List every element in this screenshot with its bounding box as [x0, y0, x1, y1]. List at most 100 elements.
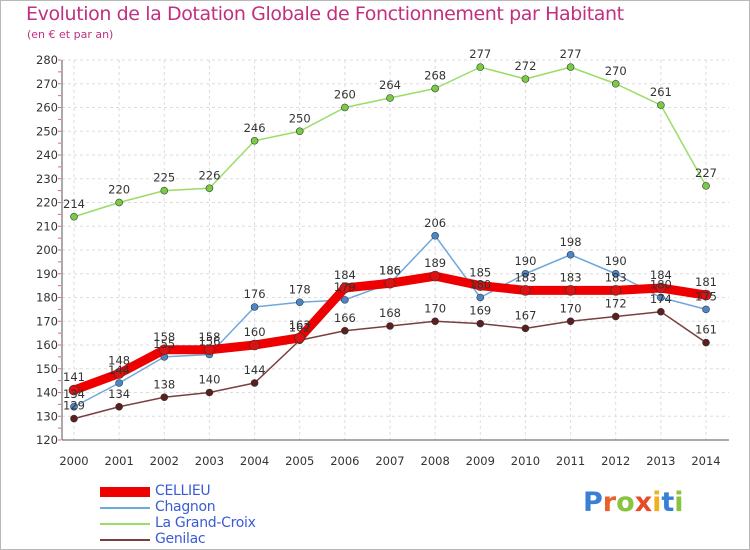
data-label-cellieu: 160	[244, 325, 266, 339]
y-tick-label: 200	[36, 243, 58, 257]
data-label-chagnon: 176	[244, 287, 266, 301]
data-label-genilac: 138	[153, 377, 175, 391]
x-tick-label: 2001	[105, 454, 134, 468]
data-label-chagnon: 179	[334, 280, 356, 294]
plot-area	[62, 60, 729, 440]
data-point-cellieu	[204, 344, 215, 356]
data-point-genilac	[341, 326, 349, 335]
data-point-cellieu	[113, 368, 125, 379]
data-point-cellieu	[429, 270, 441, 282]
logo-letter: i	[652, 487, 662, 518]
data-label-genilac: 170	[424, 301, 446, 315]
data-point-genilac	[115, 402, 123, 411]
data-point-chagnon	[521, 269, 530, 278]
data-label-chagnon: 190	[514, 254, 536, 268]
data-point-cellieu	[158, 344, 170, 356]
x-tick-label: 2003	[195, 454, 224, 468]
y-tick-label: 230	[36, 172, 58, 186]
data-label-la-grand-croix: 261	[650, 85, 672, 99]
data-label-genilac: 168	[379, 306, 401, 320]
data-point-la-grand-croix	[657, 101, 665, 109]
data-point-la-grand-croix	[431, 84, 439, 93]
y-tick-label: 130	[36, 409, 58, 423]
data-point-la-grand-croix	[702, 182, 710, 190]
data-label-la-grand-croix: 268	[424, 69, 446, 83]
x-tick-label: 2004	[240, 454, 269, 468]
logo-letter: o	[616, 487, 635, 518]
y-tick-label: 160	[36, 338, 58, 352]
legend-swatch	[100, 507, 150, 509]
data-point-cellieu	[610, 285, 622, 296]
legend-swatch	[100, 523, 150, 525]
y-tick-label: 280	[36, 53, 58, 67]
x-tick-label: 2007	[375, 454, 404, 468]
legend-label: La Grand-Croix	[155, 515, 256, 531]
data-point-cellieu	[68, 384, 80, 396]
data-label-la-grand-croix: 220	[108, 183, 130, 197]
chart-subtitle: (en € et par an)	[27, 28, 114, 41]
legend-label: Genilac	[155, 531, 206, 547]
data-label-cellieu: 186	[379, 263, 401, 277]
legend-label: CELLIEU	[155, 483, 211, 499]
data-point-genilac	[476, 319, 485, 328]
x-tick-label: 2011	[556, 454, 585, 468]
logo-letter: x	[634, 487, 653, 518]
x-tick-label: 2010	[511, 454, 540, 468]
data-point-cellieu	[565, 285, 576, 296]
data-point-chagnon	[611, 269, 620, 278]
data-label-la-grand-croix: 214	[63, 197, 85, 211]
proxiti-logo: Proxiti	[583, 487, 684, 518]
data-point-la-grand-croix	[566, 63, 575, 71]
data-label-cellieu: 184	[334, 268, 356, 282]
data-point-genilac	[386, 322, 394, 330]
x-tick-label: 2012	[601, 454, 630, 468]
data-point-chagnon	[431, 231, 439, 240]
data-point-cellieu	[655, 282, 667, 294]
y-tick-label: 220	[36, 196, 58, 210]
y-tick-label: 260	[36, 101, 58, 115]
data-label-la-grand-croix: 277	[560, 47, 582, 61]
legend-swatch	[100, 487, 150, 497]
data-label-cellieu: 185	[469, 266, 491, 280]
data-point-cellieu	[384, 277, 396, 289]
data-point-genilac	[566, 317, 575, 326]
y-tick-label: 140	[36, 386, 58, 400]
data-point-genilac	[657, 307, 665, 316]
data-label-la-grand-croix: 272	[514, 59, 536, 73]
data-label-genilac: 144	[244, 363, 266, 377]
data-point-la-grand-croix	[386, 94, 394, 102]
data-label-chagnon: 206	[424, 216, 446, 230]
data-label-chagnon: 144	[108, 363, 130, 377]
x-tick-label: 2005	[285, 454, 314, 468]
data-label-cellieu: 141	[63, 370, 85, 384]
data-point-la-grand-croix	[160, 186, 169, 195]
data-point-chagnon	[250, 303, 259, 311]
data-label-genilac: 166	[334, 311, 356, 325]
y-tick-label: 210	[36, 219, 58, 233]
data-point-chagnon	[476, 293, 485, 302]
logo-letter: i	[674, 487, 684, 518]
data-point-genilac	[611, 312, 620, 321]
data-label-chagnon: 155	[153, 337, 175, 351]
data-label-genilac: 129	[63, 399, 85, 413]
y-tick-label: 250	[36, 124, 58, 138]
data-point-cellieu	[339, 282, 351, 294]
data-point-cellieu	[520, 285, 531, 296]
data-point-la-grand-croix	[70, 212, 78, 221]
data-label-genilac: 140	[198, 373, 220, 387]
data-label-genilac: 134	[108, 387, 130, 401]
data-point-chagnon	[295, 298, 304, 307]
data-label-chagnon: 180	[469, 278, 491, 292]
x-tick-label: 2013	[646, 454, 675, 468]
data-label-genilac: 162	[289, 320, 311, 334]
data-point-genilac	[431, 317, 439, 326]
data-point-genilac	[521, 324, 530, 333]
data-label-la-grand-croix: 277	[469, 47, 491, 61]
data-label-chagnon: 180	[650, 278, 672, 292]
data-point-chagnon	[566, 250, 575, 259]
y-tick-label: 180	[36, 291, 58, 305]
data-point-la-grand-croix	[521, 75, 530, 83]
y-tick-label: 190	[36, 267, 58, 281]
data-point-genilac	[160, 393, 169, 402]
y-tick-label: 120	[36, 433, 58, 447]
